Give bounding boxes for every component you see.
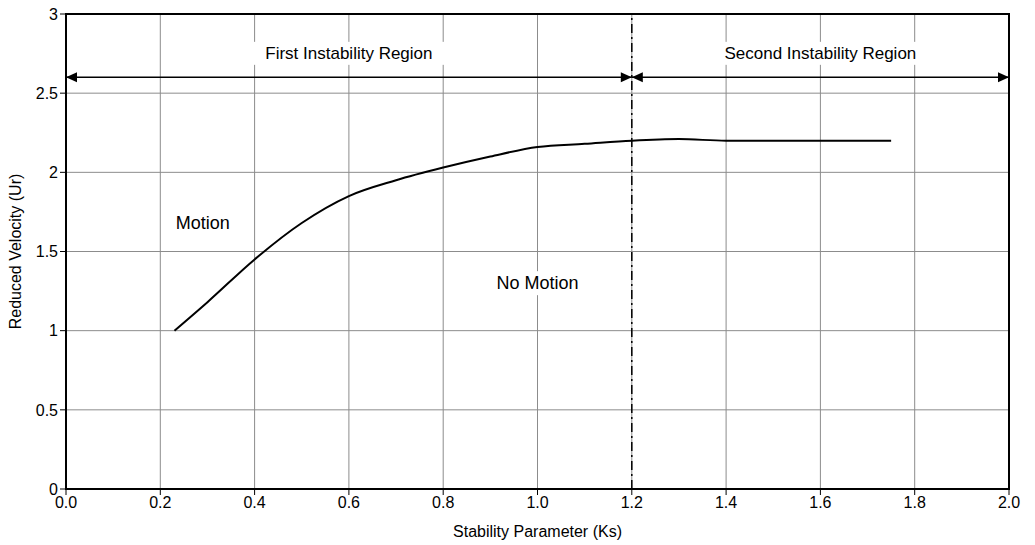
svg-text:1.5: 1.5 bbox=[36, 243, 58, 260]
svg-text:1.0: 1.0 bbox=[526, 494, 548, 511]
svg-text:2: 2 bbox=[49, 164, 58, 181]
svg-text:1.2: 1.2 bbox=[621, 494, 643, 511]
svg-text:1.4: 1.4 bbox=[715, 494, 737, 511]
svg-text:0.6: 0.6 bbox=[338, 494, 360, 511]
svg-text:Second Instability Region: Second Instability Region bbox=[724, 44, 916, 63]
svg-text:0.8: 0.8 bbox=[432, 494, 454, 511]
svg-text:0.4: 0.4 bbox=[243, 494, 265, 511]
svg-text:2.5: 2.5 bbox=[36, 85, 58, 102]
svg-text:0: 0 bbox=[49, 481, 58, 498]
svg-text:Motion: Motion bbox=[176, 213, 230, 233]
svg-text:No Motion: No Motion bbox=[496, 273, 578, 293]
svg-text:0.0: 0.0 bbox=[55, 494, 77, 511]
svg-text:Stability Parameter (Ks): Stability Parameter (Ks) bbox=[453, 523, 622, 540]
svg-text:2.0: 2.0 bbox=[998, 494, 1020, 511]
svg-text:First Instability Region: First Instability Region bbox=[265, 44, 432, 63]
svg-text:1.8: 1.8 bbox=[904, 494, 926, 511]
svg-text:3: 3 bbox=[49, 6, 58, 23]
svg-text:1: 1 bbox=[49, 322, 58, 339]
svg-text:Reduced Velocity (Ur): Reduced Velocity (Ur) bbox=[7, 174, 24, 330]
svg-text:0.5: 0.5 bbox=[36, 402, 58, 419]
svg-text:1.6: 1.6 bbox=[809, 494, 831, 511]
svg-text:0.2: 0.2 bbox=[149, 494, 171, 511]
